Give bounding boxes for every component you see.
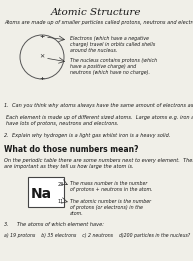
Text: +: + xyxy=(39,75,45,80)
Text: 1.  Can you think why atoms always have the same amount of electrons as protons?: 1. Can you think why atoms always have t… xyxy=(4,103,193,108)
Text: The mass number is the number
of protons + neutrons in the atom.: The mass number is the number of protons… xyxy=(70,181,153,192)
Text: The nucleus contains protons (which
have a positive charge) and
neutrons (which : The nucleus contains protons (which have… xyxy=(70,58,157,75)
Text: 3.     The atoms of which element have:: 3. The atoms of which element have: xyxy=(4,222,104,227)
Text: Atoms are made up of smaller particles called protons, neutrons and electrons.: Atoms are made up of smaller particles c… xyxy=(4,20,193,25)
Text: ✕: ✕ xyxy=(39,55,45,60)
Text: Atomic Structure: Atomic Structure xyxy=(51,8,142,17)
Text: Na: Na xyxy=(31,187,52,201)
Text: a) 19 protons    b) 35 electrons    c) 2 neutrons    d)200 particles in the nucl: a) 19 protons b) 35 electrons c) 2 neutr… xyxy=(4,233,190,238)
Text: 23: 23 xyxy=(58,182,64,187)
Text: +: + xyxy=(39,33,45,39)
Text: Each element is made up of different sized atoms.  Large atoms e.g. iron atoms
h: Each element is made up of different siz… xyxy=(6,115,193,126)
Bar xyxy=(28,177,64,207)
Text: The atomic number is the number
of protons (or electrons) in the
atom.: The atomic number is the number of proto… xyxy=(70,199,151,216)
Text: 11: 11 xyxy=(58,199,64,204)
Text: What do those numbers mean?: What do those numbers mean? xyxy=(4,145,139,154)
Text: 2.  Explain why hydrogen is a light gas whilst iron is a heavy solid.: 2. Explain why hydrogen is a light gas w… xyxy=(4,133,170,138)
Text: On the periodic table there are some numbers next to every element.  These
are i: On the periodic table there are some num… xyxy=(4,158,193,169)
Text: Electrons (which have a negative
charge) travel in orbits called shells
around t: Electrons (which have a negative charge)… xyxy=(70,36,155,53)
